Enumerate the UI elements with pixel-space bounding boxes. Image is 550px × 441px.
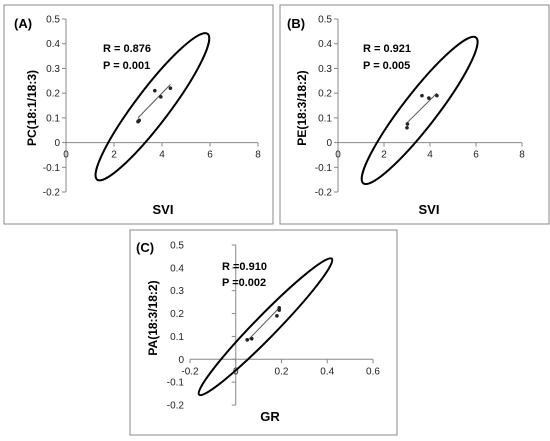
y-tick-label: -0.2 (167, 401, 185, 412)
y-tick-label: 0.2 (46, 89, 60, 100)
y-tick-label: -0.1 (315, 163, 333, 174)
data-point (277, 306, 282, 310)
x-tick-label: 4 (427, 150, 433, 161)
panel-frame (129, 229, 398, 436)
x-tick-label: 6 (207, 150, 213, 161)
stat-annotation: R =0.910 (222, 261, 267, 273)
y-axis-title: PA(18:3/18:2) (146, 280, 160, 355)
x-tick-label: 2 (111, 150, 117, 161)
y-tick-label: -0.2 (315, 188, 333, 199)
y-tick-label: 0.1 (318, 113, 332, 124)
x-tick-label: 4 (159, 150, 165, 161)
data-point (420, 93, 424, 98)
panel-1: -0.2-0.100.10.20.30.40.50 2 4 6 8(B)R = 0.92… (279, 4, 550, 225)
y-tick-label: 0 (54, 138, 60, 149)
panel-2: -0.2-0.100.10.20.30.40.5-0.2 0 0.2 0.4 0.6(C… (129, 229, 398, 436)
confidence-ellipse (94, 32, 211, 182)
confidence-ellipse (197, 257, 334, 397)
panel-0: -0.2-0.100.10.20.30.40.50 2 4 6 8(A)R = 0.87… (3, 4, 274, 225)
y-tick-label: -0.1 (43, 163, 61, 174)
data-point (435, 93, 439, 98)
y-axis-title: PC(18:1/18:3) (25, 70, 39, 146)
data-point (245, 338, 249, 342)
panel-label: (C) (136, 240, 154, 255)
fit-line (137, 84, 171, 119)
x-axis-title: SVI (153, 202, 174, 217)
stat-annotation: R = 0.921 (363, 43, 411, 55)
y-tick-label: 0.4 (318, 39, 332, 50)
y-tick-label: -0.2 (43, 188, 61, 199)
x-tick-label: 0 (233, 366, 239, 377)
stat-annotation: P = 0.001 (103, 60, 150, 72)
y-tick-label: 0.3 (318, 64, 332, 75)
x-tick-label: 0.4 (320, 366, 334, 377)
panel-frame (279, 4, 550, 225)
y-tick-label: 0.4 (170, 263, 184, 274)
x-tick-label: 8 (255, 150, 261, 161)
data-point (249, 336, 254, 341)
y-axis-title: PE(18:3/18:2) (295, 70, 309, 145)
x-tick-label: 0 (335, 150, 341, 161)
data-point (405, 122, 410, 126)
data-point (275, 314, 279, 318)
x-tick-label: 0.2 (275, 366, 289, 377)
y-tick-label: 0.3 (170, 286, 184, 297)
stat-annotation: R = 0.876 (103, 43, 151, 55)
y-tick-label: 0 (326, 138, 332, 149)
y-tick-label: 0.1 (46, 113, 60, 124)
stat-annotation: P = 0.005 (363, 60, 410, 72)
y-tick-label: -0.1 (167, 378, 185, 389)
data-point (405, 125, 409, 130)
panels: -0.2-0.100.10.20.30.40.50 2 4 6 8(A)R = 0.87… (3, 4, 550, 436)
panel-label: (A) (14, 16, 32, 31)
x-tick-label: -0.2 (181, 366, 199, 377)
confidence-ellipse (360, 35, 479, 186)
x-tick-label: 6 (473, 150, 479, 161)
x-tick-label: 0.6 (366, 366, 380, 377)
y-tick-label: 0.2 (170, 309, 184, 320)
y-tick-label: 0 (178, 355, 184, 366)
fit-line (246, 307, 280, 342)
y-tick-label: 0.5 (170, 241, 184, 252)
stat-annotation: P =0.002 (222, 277, 266, 289)
x-tick-label: 8 (519, 150, 525, 161)
x-axis-title: SVI (419, 202, 440, 217)
data-point (159, 95, 163, 99)
y-tick-label: 0.3 (46, 64, 60, 75)
y-tick-label: 0.5 (46, 15, 60, 26)
data-point (168, 86, 173, 90)
y-tick-label: 0.2 (318, 89, 332, 100)
x-tick-label: 0 (63, 150, 69, 161)
data-point (153, 88, 157, 93)
panel-frame (3, 4, 274, 225)
y-tick-label: 0.5 (318, 15, 332, 26)
data-point (427, 96, 431, 100)
x-tick-label: 2 (381, 150, 387, 161)
fit-line (406, 92, 438, 124)
panel-label: (B) (287, 16, 305, 31)
data-point (137, 118, 141, 123)
y-tick-label: 0.4 (46, 39, 60, 50)
x-axis-title: GR (260, 409, 280, 424)
y-tick-label: 0.1 (170, 332, 184, 343)
